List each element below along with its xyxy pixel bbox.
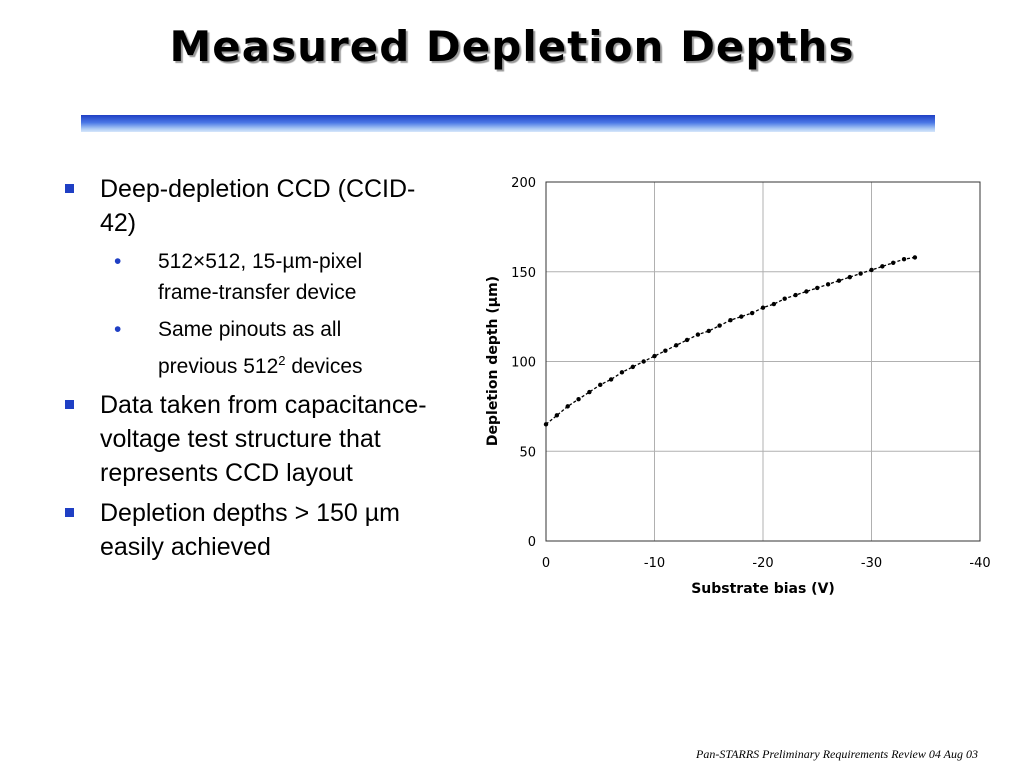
- square-bullet-icon: [65, 400, 74, 409]
- data-point: [782, 296, 787, 301]
- data-point: [695, 332, 701, 337]
- slide-footer: Pan-STARRS Preliminary Requirements Revi…: [696, 747, 978, 761]
- x-axis-label: Substrate bias (V): [691, 581, 835, 597]
- data-point: [825, 282, 831, 287]
- data-point: [684, 337, 690, 343]
- bullet-text: easily achieved: [100, 533, 271, 561]
- data-points: [543, 255, 918, 427]
- x-tick-label: 0: [542, 556, 550, 571]
- data-point: [728, 318, 733, 323]
- x-tick-label: -30: [861, 556, 882, 571]
- bullet-text: represents CCD layout: [100, 459, 353, 487]
- tick-labels: 0 -10 -20 -30 -40 0 50 100 150 200: [511, 176, 990, 571]
- bullet-text: Deep-depletion CCD (CCID-: [100, 175, 416, 203]
- data-point: [880, 264, 885, 269]
- sub-bullet-text: previous 512: [158, 355, 279, 378]
- bullet-item: Data taken from capacitance- voltage tes…: [62, 388, 482, 490]
- x-tick-label: -10: [644, 556, 665, 571]
- round-bullet-icon: •: [114, 318, 122, 341]
- data-point: [576, 396, 581, 402]
- data-point: [771, 301, 777, 307]
- data-point: [663, 348, 668, 353]
- slide-title: Measured Depletion Depths: [169, 22, 855, 71]
- sub-bullet-text: Same pinouts as all: [158, 318, 342, 341]
- superscript: 2: [278, 353, 286, 368]
- data-point: [869, 267, 874, 273]
- bullet-text: Data taken from capacitance-: [100, 391, 427, 419]
- y-tick-label: 200: [511, 176, 536, 191]
- bullet-item: Depletion depths > 150 µm easily achieve…: [62, 496, 482, 564]
- data-point: [652, 353, 657, 359]
- chart-grid: [545, 181, 981, 542]
- data-point: [587, 389, 592, 395]
- data-point: [804, 289, 809, 294]
- data-point: [717, 323, 722, 328]
- data-point: [912, 255, 918, 260]
- data-point: [749, 310, 755, 316]
- title-divider: [81, 115, 935, 132]
- sub-bullet-item: • 512×512, 15-µm-pixel frame-transfer de…: [62, 246, 482, 308]
- data-point: [815, 285, 820, 291]
- y-axis-label: Depletion depth (µm): [485, 276, 501, 446]
- bullet-list: Deep-depletion CCD (CCID- 42) • 512×512,…: [62, 172, 482, 570]
- data-point: [608, 377, 614, 382]
- x-tick-label: -20: [752, 556, 773, 571]
- data-point: [674, 343, 679, 348]
- data-point: [760, 305, 766, 310]
- square-bullet-icon: [65, 184, 74, 193]
- data-point: [901, 256, 907, 262]
- sub-bullet-item: • Same pinouts as all previous 5122 devi…: [62, 314, 482, 382]
- data-line: [545, 256, 916, 425]
- data-point: [891, 260, 896, 265]
- data-point: [598, 382, 603, 388]
- y-tick-label: 0: [528, 535, 536, 550]
- data-point: [793, 292, 798, 298]
- x-tick-label: -40: [969, 556, 990, 571]
- data-point: [641, 359, 646, 364]
- data-point: [619, 370, 625, 375]
- data-point: [630, 364, 635, 370]
- round-bullet-icon: •: [114, 250, 122, 273]
- data-point: [565, 404, 570, 409]
- data-point: [706, 328, 711, 334]
- data-point: [836, 278, 842, 283]
- bullet-text: voltage test structure that: [100, 425, 381, 453]
- bullet-item: Deep-depletion CCD (CCID- 42): [62, 172, 482, 240]
- plot-frame: [545, 181, 981, 542]
- data-point: [543, 422, 549, 427]
- bullet-text: Depletion depths > 150 µm: [100, 499, 401, 527]
- sub-bullet-text: 512×512, 15-µm-pixel: [158, 250, 363, 273]
- data-point: [858, 271, 863, 276]
- data-point: [739, 314, 744, 319]
- bullet-text: 42): [100, 209, 137, 237]
- data-point: [847, 274, 852, 280]
- data-point: [554, 413, 560, 418]
- sub-bullet-text: devices: [285, 355, 363, 378]
- square-bullet-icon: [65, 508, 74, 517]
- y-tick-label: 50: [519, 445, 536, 460]
- y-tick-label: 100: [511, 356, 536, 371]
- sub-bullet-text: frame-transfer device: [158, 281, 357, 304]
- y-tick-label: 150: [511, 266, 536, 281]
